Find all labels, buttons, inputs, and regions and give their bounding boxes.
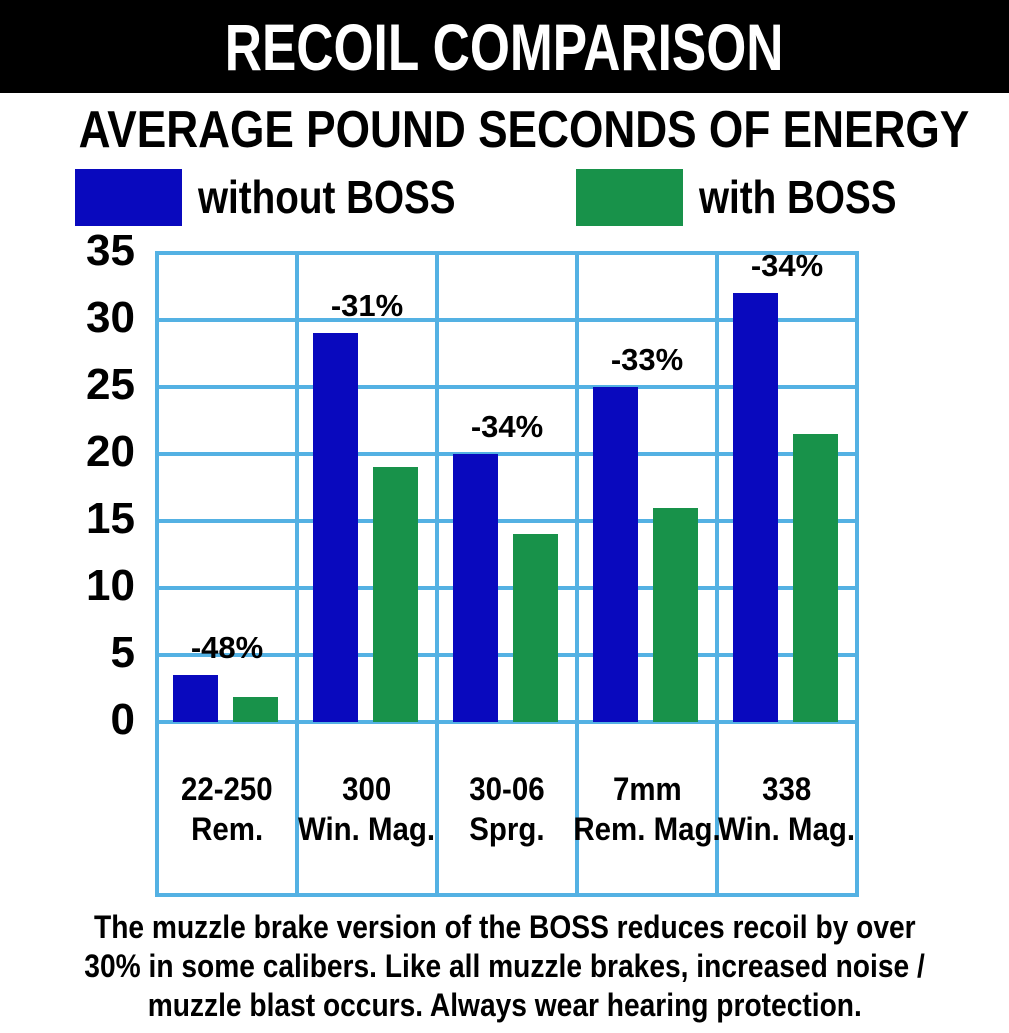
category-line: 338 [762, 770, 812, 807]
legend-swatch-without-boss [74, 168, 182, 226]
gridline-horizontal [155, 720, 859, 724]
y-tick-label: 20 [86, 427, 135, 477]
percent-reduction-label: -31% [330, 288, 404, 324]
x-axis-category-label: 338 Win. Mag. [717, 722, 857, 895]
bar-without-boss [173, 675, 218, 722]
footer-line: 30% in some calibers. Like all muzzle br… [0, 947, 1009, 986]
bar-without-boss [313, 333, 358, 722]
legend: without BOSS with BOSS [0, 166, 1009, 228]
bar-with-boss [653, 507, 698, 722]
chart-title: AVERAGE POUND SECONDS OF ENERGY [78, 101, 970, 159]
footer-note: The muzzle brake version of the BOSS red… [0, 908, 1009, 1025]
category-line: 7mm [612, 770, 682, 807]
chart-title-wrap: AVERAGE POUND SECONDS OF ENERGY [0, 100, 1009, 160]
bar-with-boss [373, 467, 418, 722]
x-axis-category-label: 22-250 Rem. [157, 722, 297, 895]
page-title: RECOIL COMPARISON [225, 9, 784, 84]
percent-reduction-label: -48% [190, 630, 264, 666]
category-line: Rem. [191, 810, 263, 847]
label-row-bottom-border [155, 893, 859, 897]
legend-swatch-with-boss [576, 168, 684, 226]
gridline-vertical [295, 251, 299, 897]
percent-reduction-label: -34% [470, 409, 544, 444]
gridline-horizontal [155, 653, 859, 657]
x-axis-category-label: 300 Win. Mag. [297, 722, 437, 895]
category-line: Rem. Mag. [573, 810, 721, 847]
y-tick-label: 0 [110, 695, 135, 745]
y-tick-label: 30 [86, 293, 135, 343]
gridline-vertical [435, 251, 439, 897]
bar-without-boss [733, 293, 778, 722]
legend-label-with-boss: with BOSS [699, 171, 897, 223]
category-line: 30-06 [469, 770, 545, 807]
y-tick-label: 10 [86, 561, 135, 611]
gridline-horizontal [155, 251, 859, 255]
gridline-vertical [575, 251, 579, 897]
percent-reduction-label: -33% [610, 342, 684, 377]
bar-with-boss [793, 433, 838, 722]
gridline-horizontal [155, 318, 859, 322]
category-line: Win. Mag. [718, 810, 856, 847]
footer-line-text: The muzzle brake version of the BOSS red… [93, 909, 916, 945]
y-tick-label: 25 [86, 360, 135, 410]
legend-label-without-boss: without BOSS [197, 171, 456, 223]
x-axis-category-label: 7mm Rem. Mag. [573, 722, 720, 895]
percent-reduction-label: -34% [750, 248, 824, 284]
category-line: Win. Mag. [298, 810, 436, 847]
bar-without-boss [453, 454, 498, 722]
footer-line: muzzle blast occurs. Always wear hearing… [0, 986, 1009, 1025]
footer-line-text: 30% in some calibers. Like all muzzle br… [84, 948, 925, 984]
gridline-vertical [155, 251, 159, 897]
x-axis-category-label: 30-06 Sprg. [437, 722, 577, 895]
y-tick-label: 5 [110, 628, 135, 678]
gridline-horizontal [155, 385, 859, 389]
header-bar: RECOIL COMPARISON [0, 0, 1009, 93]
gridline-horizontal [155, 586, 859, 590]
gridline-horizontal [155, 452, 859, 456]
y-axis-tick-labels: 0 5 10 15 20 25 30 35 [30, 229, 135, 895]
bar-with-boss [233, 696, 278, 722]
y-tick-label: 35 [86, 226, 135, 276]
y-tick-label: 15 [86, 494, 135, 544]
bar-with-boss [513, 534, 558, 722]
footer-line: The muzzle brake version of the BOSS red… [0, 908, 1009, 947]
gridline-horizontal [155, 519, 859, 523]
footer-line-text: muzzle blast occurs. Always wear hearing… [147, 987, 862, 1023]
category-line: Sprg. [469, 810, 545, 847]
bar-chart-plot-area: -48% 22-250 Rem. -31% 300 Win. Mag. -34% 30-06 S… [155, 249, 859, 897]
gridline-vertical [715, 251, 719, 897]
category-line: 300 [342, 770, 392, 807]
bar-without-boss [593, 387, 638, 722]
gridline-vertical [855, 251, 859, 897]
category-line: 22-250 [181, 770, 273, 807]
